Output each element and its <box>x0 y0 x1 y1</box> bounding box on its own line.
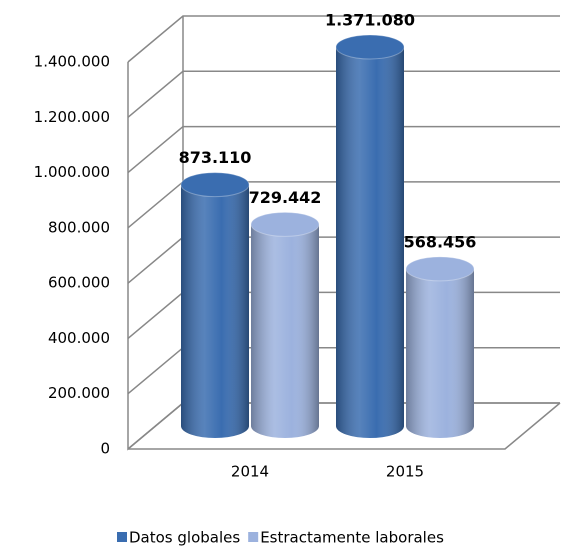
y-tick-label: 1.400.000 <box>34 53 110 71</box>
value-label: 873.110 <box>179 148 252 167</box>
legend-label: Datos globales <box>129 529 240 547</box>
value-label: 568.456 <box>404 232 477 251</box>
bar-top <box>335 34 405 60</box>
legend-swatch <box>117 532 127 542</box>
grid-line <box>127 15 560 63</box>
value-label: 1.371.080 <box>325 10 415 29</box>
y-tick-label: 1.000.000 <box>34 163 110 181</box>
bar-shade <box>336 46 404 438</box>
y-tick-label: 0 <box>100 440 110 458</box>
bar-top <box>405 256 475 282</box>
bar-shade <box>181 184 249 438</box>
legend-label: Estractamente laborales <box>260 529 444 547</box>
y-tick-label: 200.000 <box>48 384 110 402</box>
y-tick-label: 1.200.000 <box>34 108 110 126</box>
bar-top <box>250 211 320 237</box>
y-tick-label: 400.000 <box>48 329 110 347</box>
bar-shade <box>251 224 319 438</box>
bar-top <box>180 172 250 198</box>
y-tick-label: 800.000 <box>48 218 110 236</box>
x-tick-label: 2014 <box>231 463 269 481</box>
value-label: 729.442 <box>249 188 322 207</box>
legend-swatch <box>248 532 259 542</box>
y-tick-label: 600.000 <box>48 274 110 292</box>
floor <box>128 402 561 450</box>
side-wall <box>127 62 184 451</box>
x-tick-label: 2015 <box>386 463 424 481</box>
grid-line <box>127 70 560 118</box>
grid-line <box>127 125 560 174</box>
bar-shade <box>406 268 474 438</box>
